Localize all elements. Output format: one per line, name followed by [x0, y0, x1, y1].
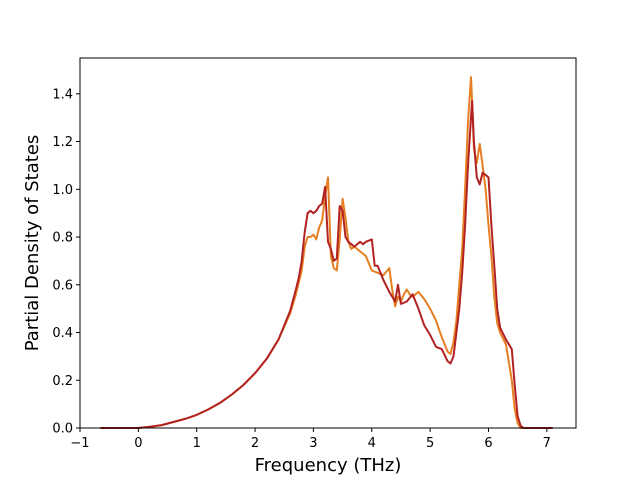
plot-frame	[79, 57, 577, 429]
x-axis-ticks: −1 0 1 2 3 4 5 6 7	[70, 428, 551, 451]
x-tick-label: 0	[134, 436, 142, 451]
y-tick-label: 1.2	[52, 135, 73, 150]
y-tick-label: 0.0	[52, 422, 73, 437]
y-axis-label: Partial Density of States	[22, 135, 43, 352]
y-tick-label: 0.4	[52, 326, 73, 341]
x-tick-label: 4	[368, 436, 376, 451]
y-tick-label: 0.2	[52, 374, 73, 389]
x-tick-label: 5	[426, 436, 434, 451]
x-tick-label: 2	[251, 436, 259, 451]
x-tick-label: −1	[70, 436, 89, 451]
series-lines	[100, 76, 553, 429]
series-line-1	[100, 76, 553, 429]
y-axis-ticks: 0.0 0.2 0.4 0.6 0.8 1.0 1.2 1.4	[52, 87, 80, 437]
x-tick-label: 6	[484, 436, 492, 451]
x-tick-label: 1	[193, 436, 201, 451]
x-axis-label: Frequency (THz)	[255, 455, 402, 476]
x-tick-label: 3	[309, 436, 317, 451]
y-tick-label: 1.0	[52, 183, 73, 198]
y-tick-label: 1.4	[52, 87, 73, 102]
y-tick-label: 0.6	[52, 278, 73, 293]
series-line-2	[100, 100, 553, 429]
x-tick-label: 7	[543, 436, 551, 451]
y-tick-label: 0.8	[52, 231, 73, 246]
